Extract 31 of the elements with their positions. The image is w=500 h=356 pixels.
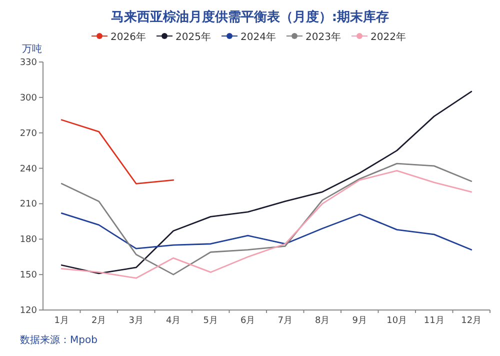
source-note: 数据来源：Mpob <box>20 334 98 346</box>
y-tick-label: 240 <box>20 164 38 174</box>
y-axis-title: 万吨 <box>22 43 42 55</box>
x-tick-label: 11月 <box>424 316 444 326</box>
x-tick-label: 6月 <box>240 316 256 326</box>
x-tick-label: 12月 <box>461 316 482 326</box>
line-series <box>60 119 174 184</box>
legend-label: 2024年 <box>240 31 276 43</box>
y-tick-label: 330 <box>20 58 38 68</box>
legend-label: 2026年 <box>110 31 146 43</box>
x-tick-label: 10月 <box>386 316 408 326</box>
x-tick-label: 3月 <box>128 316 144 326</box>
y-tick-label: 210 <box>20 200 38 210</box>
legend-label: 2023年 <box>306 31 341 43</box>
y-tick-label: 150 <box>20 270 38 281</box>
x-tick-label: 7月 <box>278 316 292 326</box>
line-series <box>60 212 472 250</box>
x-tick-label: 8月 <box>315 316 330 326</box>
y-tick-label: 300 <box>20 93 38 104</box>
x-tick-label: 5月 <box>203 316 218 326</box>
y-tick-label: 120 <box>20 306 38 316</box>
y-tick-label: 270 <box>20 128 38 139</box>
chart-title: 马来西亚棕油月度供需平衡表（月度）:期末库存 <box>110 9 390 25</box>
legend-label: 2022年 <box>370 31 406 43</box>
x-tick-label: 1月 <box>54 316 69 326</box>
x-tick-label: 9月 <box>352 316 367 326</box>
x-tick-label: 4月 <box>166 316 181 326</box>
line-series <box>60 90 472 274</box>
legend-label: 2025年 <box>176 31 211 43</box>
x-tick-label: 2月 <box>92 316 106 326</box>
y-tick-label: 180 <box>20 235 38 246</box>
